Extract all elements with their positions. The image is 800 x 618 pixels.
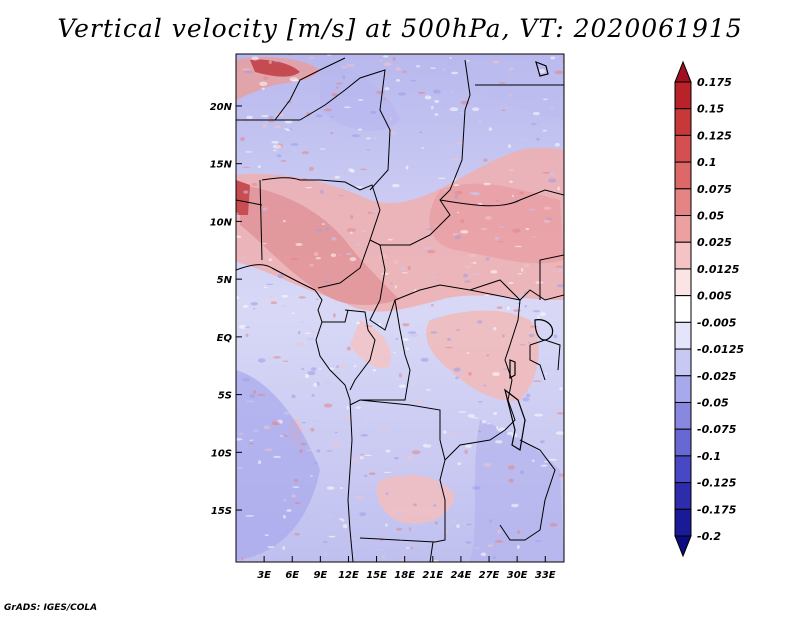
lat-tick-label: 10S xyxy=(211,448,232,459)
lat-tick-label: 20N xyxy=(210,102,233,113)
lat-tick-label: EQ xyxy=(217,333,233,344)
colorbar-label: -0.175 xyxy=(697,503,737,516)
lon-tick-label: 18E xyxy=(394,570,415,581)
colorbar-label: -0.025 xyxy=(697,370,737,383)
colorbar-swatch xyxy=(674,161,692,190)
colorbar-swatch xyxy=(674,508,692,537)
colorbar-label: 0.0125 xyxy=(697,263,740,276)
colorbar-label: -0.005 xyxy=(697,316,737,329)
colorbar-swatch xyxy=(674,428,692,457)
colorbar-label: -0.0125 xyxy=(697,343,744,356)
colorbar: 0.175 0.15 0.125 0.1 0.075 0.05 0.025 0.0125 0.0… xyxy=(674,60,744,558)
colorbar-label: 0.075 xyxy=(697,183,732,196)
country-boundaries xyxy=(236,57,564,562)
lon-tick-label: 15E xyxy=(366,570,387,581)
colorbar-swatch xyxy=(674,188,692,217)
colorbar-label: -0.075 xyxy=(697,423,737,436)
lat-tick-label: 15S xyxy=(211,506,232,517)
lat-tick-label: 15N xyxy=(210,160,233,171)
lon-tick-label: 24E xyxy=(451,570,472,581)
page-title: Vertical velocity [m/s] at 500hPa, VT: 2… xyxy=(57,14,743,43)
colorbar-label: -0.2 xyxy=(697,530,721,543)
map-frame xyxy=(235,53,565,563)
lat-tick-label: 5N xyxy=(217,275,233,286)
colorbar-label: 0.15 xyxy=(697,103,724,116)
colorbar-label: 0.005 xyxy=(697,290,732,303)
lakes xyxy=(503,60,554,451)
colorbar-swatch xyxy=(674,482,692,510)
colorbar-upper-triangle xyxy=(674,60,692,83)
colorbar-label: 0.025 xyxy=(697,236,732,249)
lon-tick-label: 33E xyxy=(535,570,556,581)
colorbar-label: 0.1 xyxy=(697,156,717,169)
colorbar-label: -0.05 xyxy=(697,396,729,409)
lat-tick-label: 10N xyxy=(210,217,233,228)
velocity-field xyxy=(236,54,564,562)
colorbar-swatch xyxy=(674,268,692,297)
colorbar-swatch xyxy=(674,321,692,350)
map-axes: 20N 15N 10N 5N EQ 5S 10S 15S 3E 6E 9E 12E 15E 18E 21E 2… xyxy=(210,102,556,581)
lon-tick-label: 3E xyxy=(257,570,271,581)
colorbar-swatch xyxy=(674,455,692,484)
lon-tick-label: 12E xyxy=(338,570,359,581)
colorbar-label: 0.175 xyxy=(697,76,732,89)
colorbar-label: -0.1 xyxy=(697,450,721,463)
lon-tick-label: 27E xyxy=(479,570,500,581)
colorbar-swatch xyxy=(674,134,692,163)
colorbar-lower-triangle xyxy=(674,535,692,558)
colorbar-swatch xyxy=(674,108,692,136)
colorbar-label: 0.05 xyxy=(697,210,724,223)
lon-tick-label: 30E xyxy=(507,570,528,581)
colorbar-swatch xyxy=(674,401,692,430)
colorbar-swatch xyxy=(674,295,692,323)
colorbar-swatch xyxy=(674,375,692,403)
colorbar-label: -0.125 xyxy=(697,477,737,490)
colorbar-swatch xyxy=(674,241,692,270)
lon-tick-label: 21E xyxy=(422,570,443,581)
lat-tick-label: 5S xyxy=(218,391,232,402)
footer-credit: GrADS: IGES/COLA xyxy=(4,603,98,613)
colorbar-swatch xyxy=(674,81,692,110)
lon-tick-label: 9E xyxy=(313,570,327,581)
colorbar-swatch xyxy=(674,348,692,377)
colorbar-swatch xyxy=(674,215,692,243)
colorbar-label: 0.125 xyxy=(697,129,732,142)
lon-tick-label: 6E xyxy=(285,570,299,581)
